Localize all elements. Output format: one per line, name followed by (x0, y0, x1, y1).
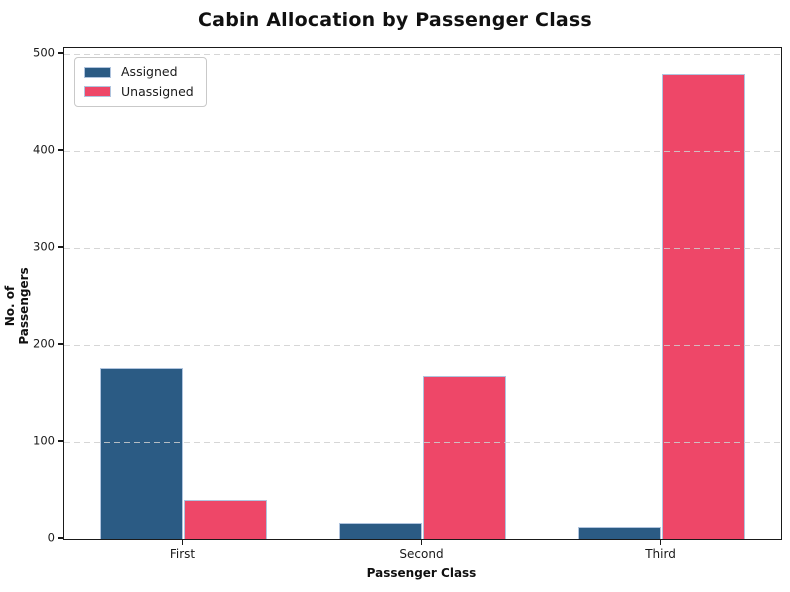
x-tick-label-first: First (169, 547, 196, 561)
y-tick-label-400: 400 (33, 142, 55, 157)
bars-layer (64, 48, 781, 539)
bar-unassigned-second (422, 375, 507, 539)
chart-title: Cabin Allocation by Passenger Class (198, 9, 592, 31)
x-tick-mark-third (659, 539, 662, 545)
y-tick-label-0: 0 (47, 530, 55, 545)
bar-assigned-third (577, 527, 662, 539)
legend-label-unassigned: Unassigned (121, 83, 194, 99)
legend-item-unassigned: Unassigned (84, 83, 194, 99)
legend-label-assigned: Assigned (121, 64, 178, 79)
y-tick-label-100: 100 (33, 433, 55, 448)
bar-assigned-first (99, 368, 184, 539)
bar-unassigned-first (183, 500, 268, 539)
legend-item-assigned: Assigned (84, 64, 194, 79)
x-tick-label-second: Second (399, 547, 444, 561)
x-tick-mark-first (181, 539, 184, 545)
bar-unassigned-third (661, 74, 746, 539)
legend: Assigned Unassigned (74, 57, 207, 107)
legend-swatch-unassigned (84, 86, 111, 98)
y-tick-label-500: 500 (33, 45, 55, 60)
bar-assigned-second (338, 523, 423, 539)
x-tick-mark-second (420, 539, 423, 545)
plot-area: Assigned Unassigned (63, 47, 782, 540)
x-axis-label: Passenger Class (366, 566, 477, 580)
legend-swatch-assigned (84, 66, 111, 78)
y-axis-label: No. of Passengers (3, 267, 31, 345)
x-tick-label-third: Third (645, 547, 676, 561)
